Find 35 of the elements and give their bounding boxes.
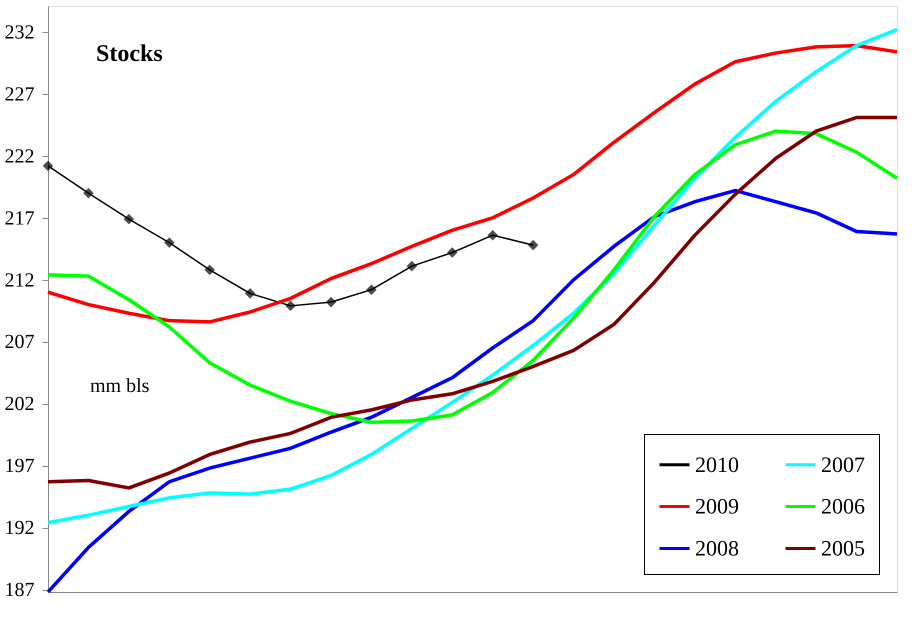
point <box>366 284 377 295</box>
y-tick-label: 222 <box>4 145 34 168</box>
y-tick-label: 192 <box>4 517 34 540</box>
legend-label: 2008 <box>695 536 739 560</box>
y-tick-label: 232 <box>4 22 34 44</box>
point <box>487 230 498 240</box>
point <box>326 296 336 308</box>
point <box>244 288 256 299</box>
point <box>83 188 94 198</box>
point <box>204 264 215 276</box>
y-tick-label: 212 <box>4 269 34 292</box>
legend-label: 2007 <box>821 452 865 477</box>
point <box>447 247 458 258</box>
line-series <box>46 116 899 490</box>
point <box>528 240 538 250</box>
point <box>285 300 296 312</box>
y-tick-label: 197 <box>4 455 34 478</box>
legend-label: 2005 <box>821 536 865 560</box>
line-series <box>46 28 899 524</box>
annotation: Stocks <box>96 41 163 67</box>
point <box>42 160 54 172</box>
legend-label: 2010 <box>695 452 739 477</box>
point <box>124 214 134 224</box>
y-tick-label: 207 <box>4 331 34 354</box>
y-tick-label: 227 <box>4 83 34 106</box>
annotation: mm bls <box>90 375 150 397</box>
y-tick-label: 187 <box>4 579 34 602</box>
point <box>406 260 418 272</box>
legend-label: 2009 <box>695 494 739 518</box>
y-tick-label: 217 <box>4 207 34 230</box>
line-series <box>46 129 899 424</box>
line-series <box>46 44 899 324</box>
y-tick-label: 202 <box>4 393 34 416</box>
point <box>164 237 175 248</box>
legend-label: 2006 <box>821 494 865 518</box>
